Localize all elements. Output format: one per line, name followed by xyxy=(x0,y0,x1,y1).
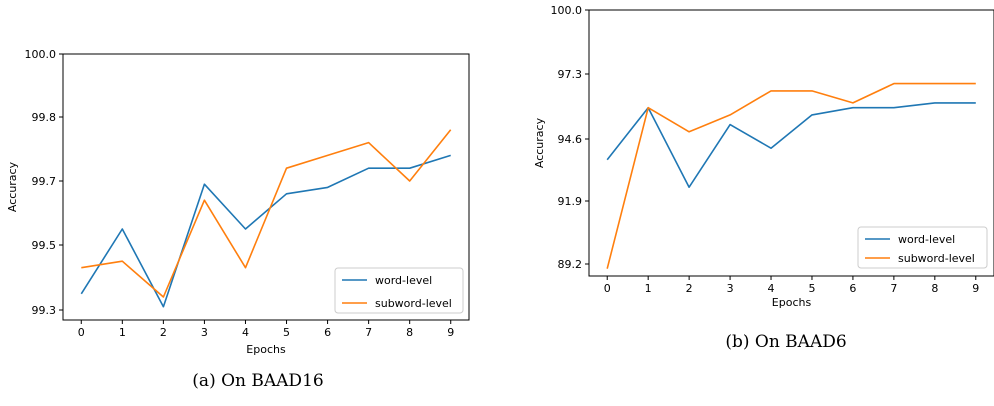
x-tick-label: 9 xyxy=(972,282,979,295)
y-tick-label: 100.0 xyxy=(25,48,57,61)
legend-entry: subword-level xyxy=(375,297,452,310)
x-tick-label: 6 xyxy=(324,326,331,339)
y-axis-label: Accuracy xyxy=(533,117,546,168)
caption-a: (a) On BAAD16 xyxy=(192,371,324,391)
x-tick-label: 0 xyxy=(78,326,85,339)
series-line-subword-level xyxy=(606,82,976,269)
x-tick-label: 7 xyxy=(365,326,372,339)
caption-b: (b) On BAAD6 xyxy=(725,332,847,352)
y-tick-label: 99.7 xyxy=(32,175,57,188)
y-tick-label: 91.9 xyxy=(558,195,583,208)
legend-entry: subword-level xyxy=(898,252,975,265)
legend-box xyxy=(857,226,988,269)
x-tick-label: 6 xyxy=(849,282,856,295)
x-tick-label: 2 xyxy=(686,282,693,295)
x-tick-label: 8 xyxy=(931,282,938,295)
chart-panel-1: 0 1 2 3 4 5 6 7 8 9 89.2 91.9 94.6 97.3 100.0 Epochs Acc… xyxy=(533,4,994,309)
x-tick-label: 5 xyxy=(808,282,815,295)
legend-entry: word-level xyxy=(898,233,955,246)
y-tick-label: 100.0 xyxy=(551,4,583,17)
y-tick-label: 89.2 xyxy=(558,258,583,271)
series-line-word-level xyxy=(80,154,451,308)
x-tick-label: 7 xyxy=(890,282,897,295)
x-tick-label: 5 xyxy=(283,326,290,339)
series-line-word-level xyxy=(606,102,976,188)
y-tick-label: 94.6 xyxy=(558,133,583,146)
y-tick-label: 99.3 xyxy=(32,304,57,317)
x-tick-label: 8 xyxy=(406,326,413,339)
x-tick-label: 2 xyxy=(160,326,167,339)
x-tick-label: 9 xyxy=(447,326,454,339)
axes-frame xyxy=(62,53,470,321)
x-tick-label: 1 xyxy=(645,282,652,295)
x-tick-label: 3 xyxy=(727,282,734,295)
axes-frame xyxy=(588,9,994,277)
x-tick-label: 3 xyxy=(201,326,208,339)
x-tick-label: 0 xyxy=(604,282,611,295)
x-axis-label: Epochs xyxy=(246,343,286,356)
series-line-subword-level xyxy=(81,129,452,298)
x-tick-label: 4 xyxy=(768,282,775,295)
y-tick-label: 99.5 xyxy=(32,239,57,252)
legend-entry: word-level xyxy=(375,274,432,287)
y-tick-label: 99.8 xyxy=(32,111,57,124)
x-axis-label: Epochs xyxy=(772,296,812,309)
y-axis-label: Accuracy xyxy=(6,161,19,212)
x-tick-label: 1 xyxy=(119,326,126,339)
chart-panel-0: 0 1 2 3 4 5 6 7 8 9 99.3 99.5 99.7 99.8 100.0 Epochs Acc… xyxy=(6,48,470,356)
y-tick-label: 97.3 xyxy=(558,68,583,81)
x-tick-label: 4 xyxy=(242,326,249,339)
